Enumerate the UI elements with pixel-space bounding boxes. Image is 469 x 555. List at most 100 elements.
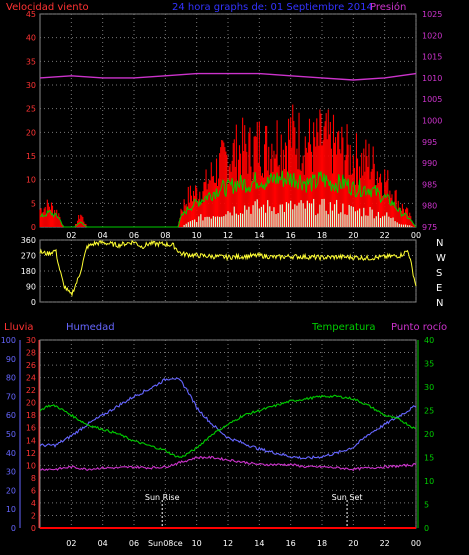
pressure-tick-label: 990 — [422, 159, 437, 168]
wind-tick-label: 40 — [26, 34, 36, 43]
temp-x-tick-label: 12 — [223, 539, 233, 548]
humidity-label: Humedad — [66, 322, 115, 333]
temp-x-tick-label: 04 — [98, 539, 108, 548]
compass-letter: S — [436, 268, 442, 279]
wind-x-tick-label: 14 — [254, 231, 264, 240]
wind-series — [39, 72, 417, 228]
temp-x-ticks: 02 04 06 Sun08ce 10 12 14 16 18 20 22 00 — [66, 539, 421, 548]
temp-x-tick-label: 16 — [286, 539, 296, 548]
direction-tick-label: 180 — [21, 267, 36, 276]
rain-tick-label: 2 — [31, 511, 36, 520]
temp-x-tick-label: 18 — [317, 539, 327, 548]
temperature-label: Temperatura — [311, 322, 376, 333]
pressure-tick-label: 995 — [422, 138, 437, 147]
pressure-tick-label: 1005 — [422, 95, 442, 104]
pressure-label: Presión — [370, 1, 406, 13]
sun-annotation-label: Sun Rise — [145, 493, 180, 502]
temp-tick-label: 30 — [424, 383, 434, 392]
direction-series — [39, 239, 417, 297]
wind-direction-line — [39, 239, 417, 297]
temp-x-tick-label: 02 — [66, 539, 76, 548]
temperature-line — [39, 394, 417, 459]
rain-tick-label: 16 — [26, 424, 36, 433]
wind-tick-label: 25 — [26, 105, 36, 114]
pressure-tick-label: 1000 — [422, 117, 442, 126]
temp-tick-label: 25 — [424, 407, 434, 416]
humidity-tick-label: 70 — [6, 392, 16, 401]
humidity-tick-label: 40 — [6, 449, 16, 458]
pressure-tick-label: 1015 — [422, 53, 442, 62]
wind-x-tick-label: 06 — [129, 231, 139, 240]
wind-x-ticks: 02 04 06 08 10 12 14 16 18 20 22 00 — [66, 231, 421, 240]
wind-tick-label: 30 — [26, 81, 36, 90]
pressure-tick-label: 975 — [422, 223, 437, 232]
humidity-axis-ticks: 0 10 20 30 40 50 60 70 80 90 100 — [1, 336, 21, 533]
rain-tick-label: 22 — [26, 386, 36, 395]
rain-tick-label: 0 — [31, 524, 36, 533]
wind-x-tick-label: 00 — [411, 231, 421, 240]
temp-x-tick-label: Sun08ce — [148, 539, 183, 548]
wind-x-tick-label: 08 — [160, 231, 170, 240]
pressure-tick-label: 1025 — [422, 10, 442, 19]
wind-tick-label: 20 — [26, 128, 36, 137]
pressure-line — [39, 72, 417, 81]
wind-tick-label: 35 — [26, 57, 36, 66]
humidity-tick-label: 20 — [6, 486, 16, 495]
wind-x-tick-label: 16 — [286, 231, 296, 240]
temp-axis-ticks: 0 5 10 15 20 25 30 35 40 — [417, 336, 434, 533]
direction-axis-ticks: 0 90 180 270 360 — [21, 236, 36, 307]
rain-label: Lluvia — [4, 322, 34, 333]
rain-tick-label: 30 — [26, 336, 36, 345]
wind-tick-label: 15 — [26, 152, 36, 161]
wind-x-tick-label: 18 — [317, 231, 327, 240]
rain-tick-label: 14 — [26, 436, 36, 445]
graph-title: 24 hora graphs de: 01 Septiembre 2014 — [172, 2, 373, 13]
wind-tick-label: 0 — [31, 223, 36, 232]
rain-tick-label: 24 — [26, 374, 36, 383]
pressure-tick-label: 1010 — [422, 74, 442, 83]
temp-tick-label: 15 — [424, 454, 434, 463]
temp-grid — [40, 339, 417, 529]
wind-x-tick-label: 22 — [380, 231, 390, 240]
wind-x-tick-label: 04 — [98, 231, 108, 240]
wind-speed-label: Velocidad viento — [6, 2, 89, 13]
temp-x-tick-label: 06 — [129, 539, 139, 548]
temp-tick-label: 40 — [424, 336, 434, 345]
sun-annotations: Sun Rise Sun Set — [145, 493, 363, 528]
wind-x-tick-label: 20 — [348, 231, 358, 240]
humidity-tick-label: 0 — [11, 524, 16, 533]
wind-x-tick-label: 02 — [66, 231, 76, 240]
humidity-tick-label: 50 — [6, 430, 16, 439]
direction-tick-label: 360 — [21, 236, 36, 245]
humidity-tick-label: 90 — [6, 355, 16, 364]
temp-tick-label: 10 — [424, 477, 434, 486]
temp-x-tick-label: 00 — [411, 539, 421, 548]
rain-tick-label: 18 — [26, 411, 36, 420]
humidity-tick-label: 100 — [1, 336, 16, 345]
humidity-tick-label: 80 — [6, 374, 16, 383]
dewpoint-label: Punto rocío — [391, 321, 447, 333]
rain-tick-label: 4 — [31, 499, 36, 508]
temp-tick-label: 35 — [424, 360, 434, 369]
pressure-tick-label: 985 — [422, 180, 437, 189]
temp-tick-label: 20 — [424, 430, 434, 439]
rain-tick-label: 26 — [26, 361, 36, 370]
rain-tick-label: 20 — [26, 399, 36, 408]
compass-letter: N — [436, 298, 443, 309]
sun-annotation-label: Sun Set — [332, 493, 363, 502]
humidity-tick-label: 30 — [6, 468, 16, 477]
direction-tick-label: 90 — [26, 283, 36, 292]
humidity-tick-label: 60 — [6, 411, 16, 420]
wind-tick-label: 10 — [26, 176, 36, 185]
temp-x-tick-label: 10 — [192, 539, 202, 548]
temp-x-tick-label: 14 — [254, 539, 264, 548]
temp-series — [39, 377, 417, 529]
humidity-tick-label: 10 — [6, 505, 16, 514]
wind-tick-label: 5 — [31, 199, 36, 208]
wind-axis-ticks: 0 5 10 15 20 25 30 35 40 45 — [26, 10, 36, 232]
pressure-tick-label: 1020 — [422, 31, 442, 40]
